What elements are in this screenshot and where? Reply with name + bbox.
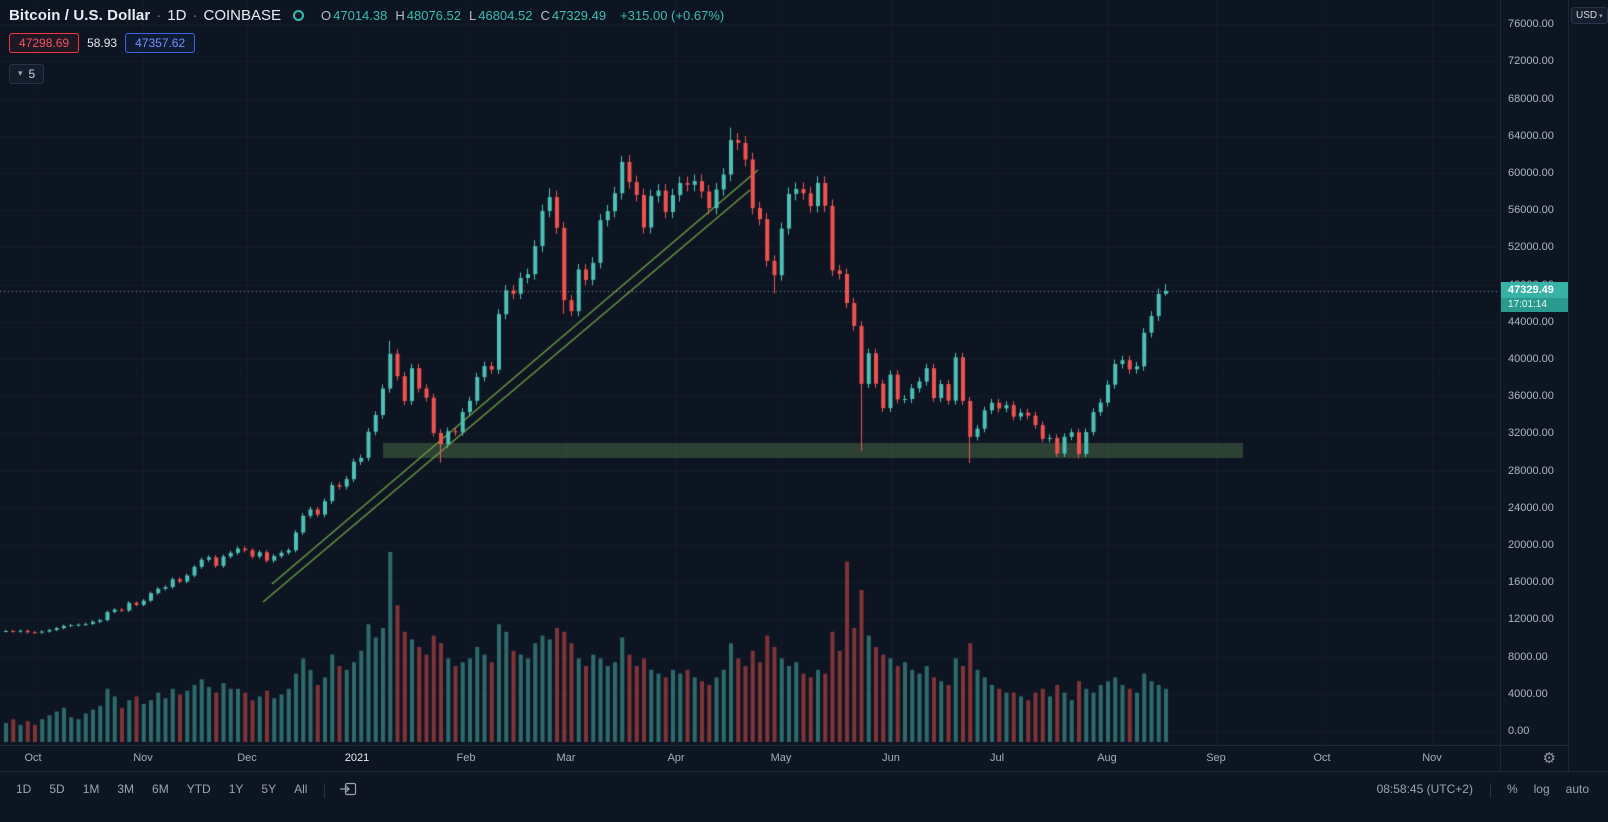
range-button-5y[interactable]: 5Y: [253, 779, 284, 799]
market-status-icon[interactable]: [293, 10, 305, 21]
price-axis[interactable]: 76000.00 72000.00 68000.00 64000.00 60000.00…: [1500, 0, 1568, 771]
buy-sell-widget: 47298.69 58.93 47357.62: [9, 33, 724, 53]
exchange-label: COINBASE: [203, 7, 282, 24]
range-button-1y[interactable]: 1Y: [221, 779, 252, 799]
time-axis-label: Mar: [556, 752, 576, 764]
interval-label[interactable]: 1D: [167, 7, 187, 24]
right-toolbar: USD ▾: [1568, 0, 1608, 771]
low-value: 46804.52: [478, 8, 533, 23]
price-tick-label: 52000.00: [1508, 241, 1554, 254]
high-value: 48076.52: [406, 8, 461, 23]
time-axis-label: Oct: [24, 752, 42, 764]
price-tick-label: 56000.00: [1508, 204, 1554, 217]
close-value: 47329.49: [551, 8, 607, 23]
bottom-toolbar: 1D 5D 1M 3M 6M YTD 1Y 5Y All 08:58:45 (UTC+2) % …: [0, 771, 1608, 822]
go-to-date-button[interactable]: [334, 779, 363, 799]
go-to-date-icon: [340, 782, 357, 796]
time-axis-label: Feb: [456, 752, 476, 764]
time-axis-label: Sep: [1206, 752, 1226, 764]
session-clock-button[interactable]: 08:58:45 (UTC+2): [1369, 779, 1481, 799]
toolbar-divider: [1489, 783, 1491, 798]
open-value: 47014.38: [333, 8, 388, 23]
last-price-value: 47329.49: [1501, 281, 1568, 298]
time-axis-label: Jun: [882, 752, 900, 764]
currency-label: USD: [1576, 10, 1598, 21]
time-axis-label: May: [770, 752, 792, 764]
price-tick-label: 68000.00: [1508, 92, 1554, 105]
candlestick-chart-canvas[interactable]: [0, 0, 1500, 745]
time-axis-label: Aug: [1097, 752, 1117, 764]
range-button-3m[interactable]: 3M: [109, 779, 142, 799]
price-tick-label: 0.00: [1508, 725, 1530, 737]
legend-separator: ·: [192, 7, 198, 24]
axis-corner: ⚙: [1501, 745, 1568, 771]
low-label: L: [469, 8, 477, 23]
price-tick-label: 44000.00: [1508, 315, 1554, 328]
range-button-5d[interactable]: 5D: [41, 779, 72, 799]
log-scale-button[interactable]: log: [1527, 779, 1557, 799]
range-button-1m[interactable]: 1M: [75, 779, 108, 799]
price-tick-label: 16000.00: [1508, 576, 1554, 589]
time-axis-label: Apr: [667, 752, 685, 764]
legend-indicators-row: ▾ 5: [9, 63, 724, 84]
time-axis-label: Dec: [237, 752, 257, 764]
time-axis-label: 2021: [344, 752, 370, 764]
price-tick-label: 32000.00: [1508, 427, 1554, 440]
price-tick-label: 28000.00: [1508, 464, 1554, 477]
price-tick-label: 24000.00: [1508, 501, 1554, 514]
time-axis-label: Oct: [1313, 752, 1331, 764]
bar-countdown: 17:01:14: [1501, 297, 1568, 312]
price-tick-label: 76000.00: [1508, 18, 1554, 31]
indicators-count: 5: [28, 66, 36, 81]
sell-button[interactable]: 47298.69: [9, 33, 80, 53]
change-value: +315.00 (+0.67%): [620, 8, 725, 23]
ohlc-values: O 47014.38 H 48076.52 L 46804.52 C 47329.49: [315, 8, 606, 23]
price-tick-label: 20000.00: [1508, 539, 1554, 551]
chevron-down-icon: ▾: [1599, 12, 1603, 20]
indicators-collapse-button[interactable]: ▾ 5: [9, 63, 45, 84]
time-axis-label: Jul: [989, 752, 1005, 764]
close-label: C: [540, 8, 550, 23]
price-tick-label: 12000.00: [1508, 613, 1554, 626]
price-tick-label: 64000.00: [1508, 129, 1554, 142]
time-axis[interactable]: Oct Nov Dec 2021 Feb Mar Apr May Jun Jul Aug Sep Oct…: [0, 745, 1500, 771]
last-price-badge: 47329.49 17:01:14: [1501, 281, 1568, 312]
legend-separator: ·: [156, 7, 162, 24]
range-button-1d[interactable]: 1D: [8, 779, 39, 799]
toolbar-divider: [324, 783, 326, 798]
time-axis-label: Nov: [133, 752, 153, 764]
range-button-ytd[interactable]: YTD: [179, 779, 219, 799]
price-tick-label: 4000.00: [1508, 687, 1548, 700]
date-range-buttons: 1D 5D 1M 3M 6M YTD 1Y 5Y All: [8, 779, 315, 799]
high-label: H: [395, 8, 405, 23]
auto-scale-button[interactable]: auto: [1559, 779, 1596, 799]
range-button-6m[interactable]: 6M: [144, 779, 177, 799]
price-tick-label: 40000.00: [1508, 353, 1554, 365]
buy-button[interactable]: 47357.62: [125, 33, 196, 53]
chevron-down-icon: ▾: [18, 68, 23, 78]
open-label: O: [321, 8, 332, 23]
percent-scale-button[interactable]: %: [1500, 779, 1525, 799]
time-axis-label: Nov: [1422, 752, 1442, 764]
price-tick-label: 8000.00: [1508, 650, 1548, 663]
spread-label: 58.93: [87, 36, 118, 50]
price-tick-label: 72000.00: [1508, 55, 1554, 68]
range-button-all[interactable]: All: [286, 779, 315, 799]
symbol-title[interactable]: Bitcoin / U.S. Dollar: [9, 7, 151, 24]
currency-selector-button[interactable]: USD ▾: [1571, 7, 1608, 24]
gear-icon[interactable]: ⚙: [1542, 750, 1556, 767]
price-tick-label: 60000.00: [1508, 167, 1554, 179]
price-tick-label: 36000.00: [1508, 390, 1554, 403]
